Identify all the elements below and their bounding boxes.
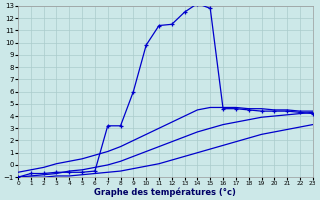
- X-axis label: Graphe des températures (°c): Graphe des températures (°c): [94, 187, 236, 197]
